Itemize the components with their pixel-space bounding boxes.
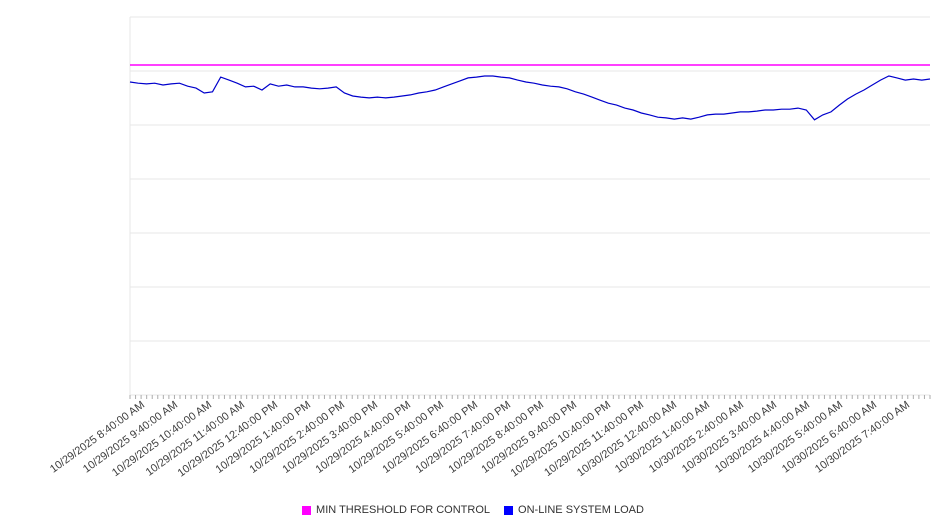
legend-item-online-system-load[interactable]: ON-LINE SYSTEM LOAD	[504, 504, 644, 516]
legend-label-online-system-load: ON-LINE SYSTEM LOAD	[518, 504, 644, 516]
chart-legend: MIN THRESHOLD FOR CONTROL ON-LINE SYSTEM…	[0, 504, 946, 516]
online-system-load-line	[129, 75, 931, 121]
legend-label-min-threshold: MIN THRESHOLD FOR CONTROL	[316, 504, 491, 516]
legend-swatch-online-system-load-icon	[504, 505, 514, 515]
legend-item-min-threshold[interactable]: MIN THRESHOLD FOR CONTROL	[302, 504, 490, 516]
legend-swatch-min-threshold-icon	[302, 505, 312, 515]
gridlines	[129, 16, 930, 396]
x-axis-ticks	[129, 395, 931, 399]
